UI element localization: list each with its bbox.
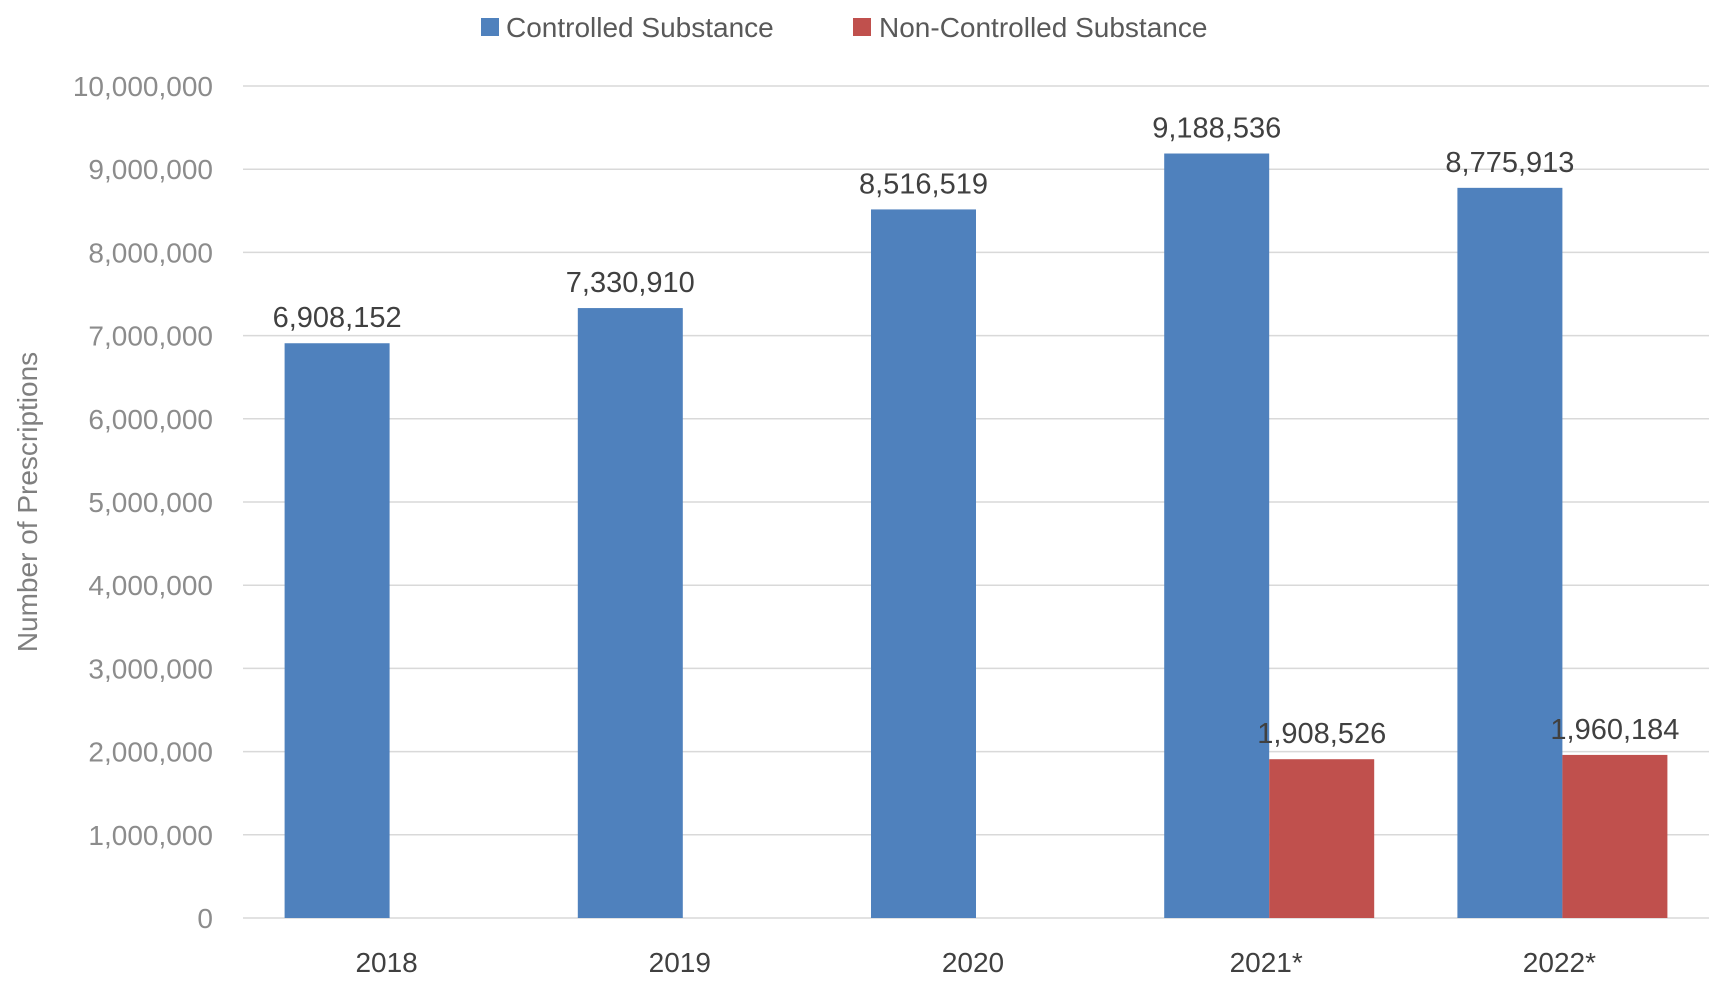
y-tick-label: 1,000,000 [88, 820, 213, 851]
y-axis-ticks: 0 1,000,000 2,000,000 3,000,000 4,000,000 5,0… [73, 71, 213, 934]
y-tick-label: 7,000,000 [88, 321, 213, 352]
y-tick-label: 5,000,000 [88, 487, 213, 518]
x-tick-label: 2021* [1230, 947, 1303, 978]
legend: Controlled Substance Non-Controlled Subst… [481, 12, 1207, 43]
y-tick-label: 10,000,000 [73, 71, 213, 102]
y-axis-title: Number of Prescriptions [12, 352, 43, 652]
y-tick-label: 6,000,000 [88, 404, 213, 435]
legend-label: Controlled Substance [506, 12, 774, 43]
bar [871, 209, 976, 919]
y-tick-label: 2,000,000 [88, 737, 213, 768]
legend-swatch [853, 18, 871, 36]
x-tick-label: 2018 [355, 947, 417, 978]
x-tick-label: 2022* [1523, 947, 1596, 978]
y-tick-label: 3,000,000 [88, 653, 213, 684]
data-label: 9,188,536 [1152, 113, 1281, 145]
bar [1457, 187, 1563, 918]
y-tick-label: 8,000,000 [88, 237, 213, 268]
x-tick-label: 2020 [942, 947, 1004, 978]
data-label: 1,908,526 [1257, 718, 1386, 750]
legend-label: Non-Controlled Substance [879, 12, 1207, 43]
x-axis-ticks: 2018 2019 2020 2021* 2022* [355, 947, 1596, 978]
bar [1269, 759, 1375, 918]
data-label: 8,775,913 [1445, 147, 1574, 179]
data-label: 8,516,519 [859, 168, 988, 200]
y-tick-label: 0 [197, 903, 213, 934]
y-tick-label: 9,000,000 [88, 154, 213, 185]
bar [1164, 153, 1270, 919]
bar [577, 308, 683, 918]
bar [284, 343, 390, 918]
x-tick-label: 2019 [649, 947, 711, 978]
y-tick-label: 4,000,000 [88, 570, 213, 601]
bars [284, 153, 1668, 919]
data-label: 6,908,152 [273, 302, 402, 334]
legend-swatch [481, 18, 499, 36]
data-labels: 6,908,152 7,330,910 8,516,519 9,188,536 1,90… [273, 113, 1680, 751]
bar [1562, 754, 1668, 918]
data-label: 1,960,184 [1550, 714, 1679, 746]
data-label: 7,330,910 [566, 267, 695, 299]
